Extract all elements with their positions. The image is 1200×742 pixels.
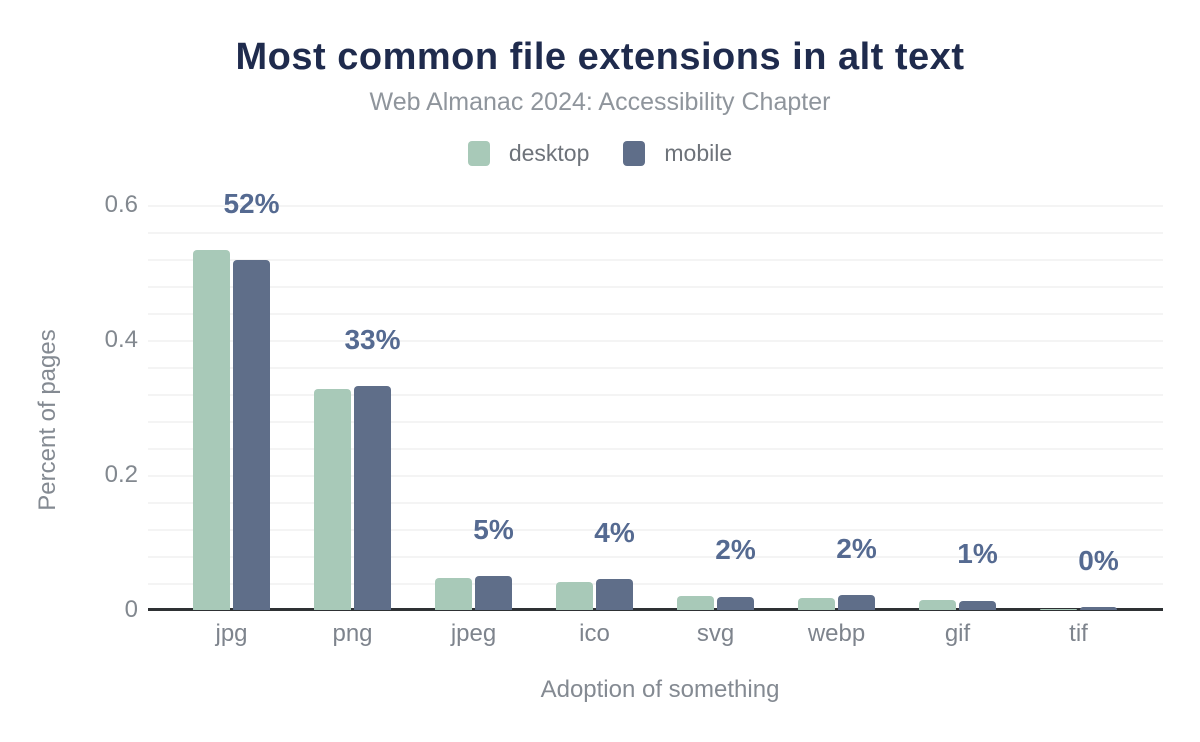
bar-mobile-tif: [1080, 606, 1117, 610]
bar-mobile-webp: [838, 595, 875, 610]
bar-mobile-jpeg: [475, 576, 512, 610]
bar-value-label: 52%: [223, 188, 280, 220]
bar-value-label: 5%: [473, 514, 514, 546]
bar-value-label: 4%: [594, 516, 635, 548]
gridline: [148, 340, 1163, 342]
gridline: [148, 448, 1163, 450]
bar-desktop-jpeg: [435, 578, 472, 610]
gridline: [148, 394, 1163, 396]
bar-desktop-ico: [556, 582, 593, 610]
gridline: [148, 367, 1163, 369]
bar-group-gif: 1% gif: [897, 205, 1018, 647]
chart-subtitle: Web Almanac 2024: Accessibility Chapter: [369, 88, 831, 116]
bar-desktop-gif: [919, 599, 956, 610]
bar-desktop-svg: [677, 595, 714, 610]
bar-value-label: 33%: [344, 323, 401, 355]
bar-value-label: 0%: [1078, 544, 1119, 576]
bar-group-webp: 2% webp: [776, 205, 897, 647]
gridline: [148, 286, 1163, 288]
bar-mobile-jpg: [233, 259, 270, 610]
bar-desktop-webp: [798, 597, 835, 610]
legend-item-desktop: desktop: [467, 140, 590, 167]
bar-group-jpeg: 5% jpeg: [413, 205, 534, 647]
bar-value-label: 1%: [957, 537, 998, 569]
x-category-label: tif: [1069, 620, 1088, 647]
gridline: [148, 583, 1163, 585]
legend-label: mobile: [664, 140, 733, 166]
gridline: [148, 556, 1163, 558]
bar-mobile-gif: [959, 601, 996, 610]
legend: desktop mobile: [0, 140, 1200, 167]
bar-group-jpg: 52% jpg: [171, 188, 292, 647]
gridline: [148, 529, 1163, 531]
bar-group-svg: 2% svg: [655, 205, 776, 647]
plot-area: [148, 190, 1163, 610]
chart-title: Most common file extensions in alt text: [235, 36, 965, 78]
bar-mobile-ico: [596, 578, 633, 610]
x-axis-title: Adoption of something: [540, 676, 780, 703]
gridline: [148, 205, 1163, 207]
y-tick-label: 0.6: [104, 191, 138, 218]
gridline: [148, 232, 1163, 234]
bar-group-tif: 0% tif: [1018, 205, 1139, 647]
legend-item-mobile: mobile: [623, 140, 732, 167]
y-tick-label: 0: [124, 596, 138, 623]
legend-swatch-desktop: [467, 141, 490, 166]
bar-mobile-svg: [717, 596, 754, 610]
bar-group-ico: 4% ico: [534, 205, 655, 647]
bar-group-png: 33% png: [292, 205, 413, 647]
bar-desktop-jpg: [193, 250, 230, 610]
x-category-label: webp: [807, 620, 866, 647]
gridline: [148, 259, 1163, 261]
x-category-label: svg: [696, 620, 735, 647]
bar-desktop-tif: [1040, 609, 1077, 610]
x-category-label: gif: [944, 620, 971, 647]
legend-label: desktop: [508, 140, 590, 166]
bar-value-label: 2%: [836, 533, 877, 565]
legend-swatch-mobile: [623, 141, 646, 166]
x-axis-line: [148, 608, 1163, 611]
gridline: [148, 421, 1163, 423]
bar-band: 52% jpg 33% png 5% jpeg 4% ico 2% svg 2% webp 1% gif 0…: [171, 188, 1139, 647]
x-category-label: jpeg: [450, 620, 497, 647]
y-tick-label: 0.2: [104, 461, 138, 488]
x-category-label: ico: [579, 620, 610, 647]
x-category-label: png: [332, 620, 373, 647]
bar-mobile-png: [354, 385, 391, 610]
bar-desktop-png: [314, 389, 351, 610]
gridline: [148, 502, 1163, 504]
x-category-label: jpg: [215, 620, 248, 647]
gridline: [148, 313, 1163, 315]
gridline: [148, 475, 1163, 477]
bar-value-label: 2%: [715, 533, 756, 565]
y-tick-label: 0.4: [104, 326, 138, 353]
